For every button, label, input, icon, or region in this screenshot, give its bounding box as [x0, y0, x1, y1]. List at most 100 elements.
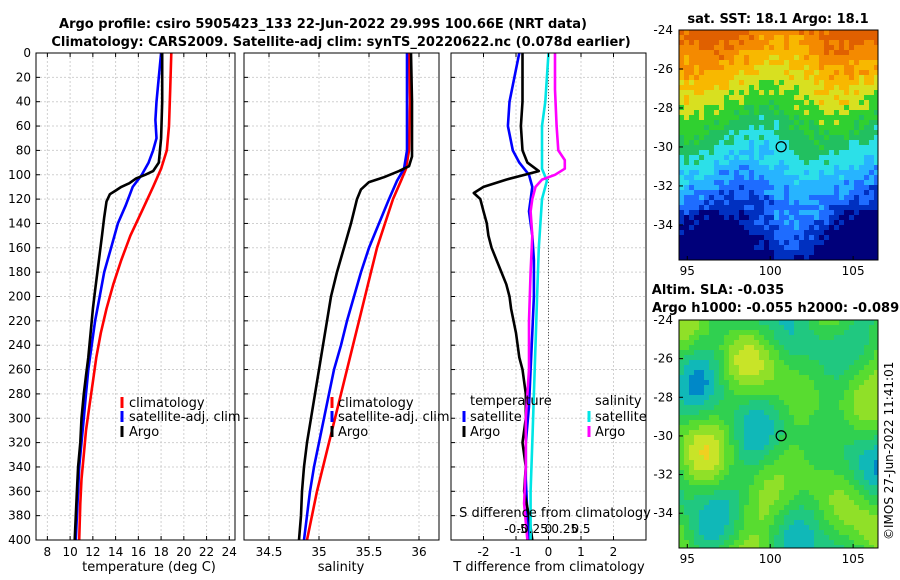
- map-cell: [734, 30, 740, 36]
- map-cell: [859, 485, 865, 491]
- map-cell: [779, 105, 785, 111]
- map-cell: [719, 115, 725, 121]
- map-cell: [809, 530, 815, 536]
- map-cell: [769, 340, 775, 346]
- map-cell: [869, 465, 875, 471]
- map-cell: [754, 245, 760, 251]
- map-cell: [779, 520, 785, 526]
- map-cell: [719, 460, 725, 466]
- map-cell: [679, 400, 685, 406]
- map-cell: [724, 420, 730, 426]
- map-cell: [694, 195, 700, 201]
- map-cell: [829, 205, 835, 211]
- map-cell: [694, 80, 700, 86]
- map-cell: [709, 545, 715, 548]
- map-cell: [739, 465, 745, 471]
- map-cell: [734, 60, 740, 66]
- map-cell: [814, 55, 820, 61]
- map-cell: [804, 85, 810, 91]
- map-cell: [834, 225, 840, 231]
- map-cell: [684, 210, 690, 216]
- map-cell: [859, 40, 865, 46]
- map-cell: [809, 170, 815, 176]
- map-cell: [744, 185, 750, 191]
- map-cell: [744, 410, 750, 416]
- map-cell: [769, 545, 775, 548]
- map-cell: [719, 245, 725, 251]
- map-cell: [849, 130, 855, 136]
- map-cell: [704, 535, 710, 541]
- map-cell: [769, 70, 775, 76]
- map-cell: [854, 45, 860, 51]
- map-cell: [754, 340, 760, 346]
- map-cell: [784, 40, 790, 46]
- map-cell: [824, 45, 830, 51]
- map-cell: [789, 245, 795, 251]
- map-cell: [739, 180, 745, 186]
- map-cell: [789, 525, 795, 531]
- map-cell: [684, 35, 690, 41]
- map-cell: [794, 320, 800, 326]
- map-cell: [824, 70, 830, 76]
- map-cell: [759, 60, 765, 66]
- map-cell: [804, 405, 810, 411]
- map-cell: [794, 365, 800, 371]
- map-cell: [844, 75, 850, 81]
- map-cell: [679, 460, 685, 466]
- map-cell: [779, 195, 785, 201]
- map-cell: [839, 505, 845, 511]
- map-cell: [794, 345, 800, 351]
- map-cell: [864, 220, 870, 226]
- map-cell: [679, 140, 685, 146]
- map-cell: [699, 195, 705, 201]
- map-cell: [869, 350, 875, 356]
- map-cell: [864, 420, 870, 426]
- map-cell: [859, 235, 865, 241]
- map-cell: [864, 75, 870, 81]
- map-cell: [769, 110, 775, 116]
- map-cell: [679, 130, 685, 136]
- map-cell: [769, 85, 775, 91]
- map-cell: [839, 210, 845, 216]
- map-cell: [774, 155, 780, 161]
- map-cell: [704, 100, 710, 106]
- map-cell: [794, 510, 800, 516]
- map-cell: [774, 235, 780, 241]
- map-cell: [679, 235, 685, 241]
- map-cell: [714, 375, 720, 381]
- map-cell: [824, 250, 830, 256]
- map-cell: [844, 455, 850, 461]
- map-cell: [734, 205, 740, 211]
- map-cell: [729, 130, 735, 136]
- map-cell: [679, 450, 685, 456]
- map-cell: [749, 320, 755, 326]
- map-cell: [834, 345, 840, 351]
- map-cell: [859, 180, 865, 186]
- map-cell: [694, 485, 700, 491]
- map-cell: [754, 415, 760, 421]
- map-cell: [754, 480, 760, 486]
- map-cell: [744, 430, 750, 436]
- map-cell: [824, 480, 830, 486]
- map-cell: [704, 125, 710, 131]
- x-tick-label: 1: [577, 545, 585, 559]
- map-cell: [719, 140, 725, 146]
- map-cell: [704, 95, 710, 101]
- map-cell: [769, 65, 775, 71]
- map-cell: [709, 445, 715, 451]
- map-cell: [699, 125, 705, 131]
- map-cell: [714, 320, 720, 326]
- map-cell: [774, 340, 780, 346]
- map-cell: [699, 155, 705, 161]
- map-cell: [739, 535, 745, 541]
- map-cell: [729, 470, 735, 476]
- map-cell: [854, 80, 860, 86]
- map-cell: [749, 530, 755, 536]
- map-cell: [704, 115, 710, 121]
- map-cell: [849, 175, 855, 181]
- map-cell: [684, 215, 690, 221]
- map-cell: [839, 390, 845, 396]
- map-cell: [774, 325, 780, 331]
- map-cell: [789, 485, 795, 491]
- map-cell: [849, 465, 855, 471]
